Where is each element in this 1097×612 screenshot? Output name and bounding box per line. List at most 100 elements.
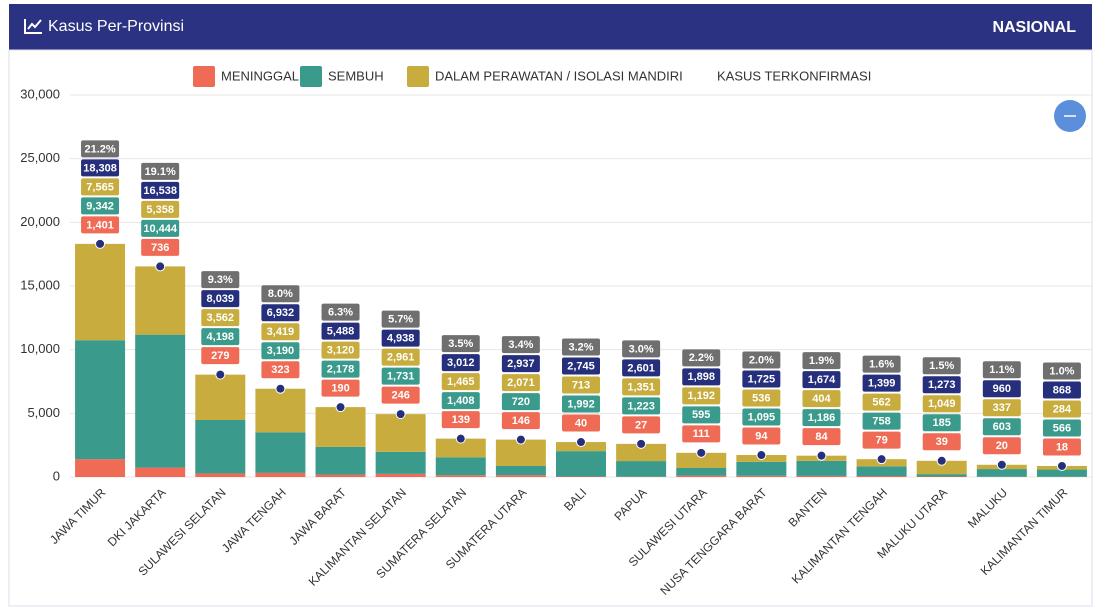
bar-segment [75, 340, 125, 459]
total-point [96, 239, 105, 248]
total-point [817, 451, 826, 460]
bar-segment [616, 461, 666, 477]
bar-segment [316, 447, 366, 475]
bar-segment [496, 475, 546, 477]
data-label: 111 [693, 428, 710, 440]
total-point [336, 403, 345, 412]
data-label: 3,190 [267, 345, 295, 357]
legend-swatch [300, 66, 322, 87]
data-label: 2,937 [507, 358, 535, 370]
data-label: 1.1% [989, 364, 1014, 376]
bar-segment [376, 452, 426, 474]
data-label: 2,178 [327, 364, 355, 376]
data-label: 4,938 [387, 333, 415, 345]
bar-segment [135, 266, 185, 334]
data-label: 603 [993, 421, 1011, 433]
data-label: 323 [271, 364, 289, 376]
data-label: 1,465 [447, 376, 475, 388]
data-label: 20 [996, 440, 1008, 452]
data-label: 3,012 [447, 357, 475, 369]
y-tick-label: 20,000 [20, 214, 60, 229]
data-label: 1,731 [387, 371, 415, 383]
bar-segment [796, 461, 846, 476]
data-label: 1,049 [928, 398, 956, 410]
bar-segment [195, 420, 245, 473]
data-label: 7,565 [86, 181, 114, 193]
scope-link[interactable]: NASIONAL [992, 19, 1076, 36]
bar-segment [556, 451, 606, 476]
total-point [456, 434, 465, 443]
data-label: 39 [936, 436, 948, 448]
data-label: 5.7% [388, 314, 413, 326]
data-label: 595 [692, 409, 710, 421]
total-point [637, 439, 646, 448]
data-label: 868 [1053, 384, 1071, 396]
bar-segment [75, 244, 125, 340]
collapse-button[interactable] [1054, 100, 1086, 132]
data-label: 8.0% [268, 288, 293, 300]
legend-label: MENINGGAL [221, 68, 299, 83]
data-label: 5,358 [146, 204, 174, 216]
data-label: 16,538 [143, 185, 177, 197]
bar-segment [857, 466, 907, 476]
data-label: 3.4% [508, 339, 533, 351]
total-point [516, 435, 525, 444]
bar-segment [316, 475, 366, 477]
y-tick-label: 0 [53, 468, 60, 483]
data-label: 1,401 [86, 219, 114, 231]
data-label: 2,071 [507, 377, 535, 389]
data-label: 1.5% [929, 360, 954, 372]
y-tick-label: 30,000 [20, 86, 60, 101]
data-label: 1,095 [748, 411, 776, 423]
data-label: 6.3% [328, 307, 353, 319]
bar-segment [496, 466, 546, 475]
data-label: 1,186 [808, 412, 836, 424]
total-point [577, 438, 586, 447]
total-point [757, 451, 766, 460]
data-label: 1,898 [687, 371, 715, 383]
total-point [997, 460, 1006, 469]
data-label: 337 [993, 402, 1011, 414]
data-label: 566 [1053, 422, 1071, 434]
data-label: 1,725 [748, 373, 776, 385]
total-point [276, 384, 285, 393]
data-label: 404 [812, 393, 831, 405]
data-label: 94 [755, 430, 768, 442]
legend-swatch [407, 66, 429, 87]
bar-segment [195, 473, 245, 477]
bar-segment [255, 389, 305, 433]
data-label: 6,932 [267, 307, 295, 319]
data-label: 1,223 [627, 400, 655, 412]
y-tick-label: 25,000 [20, 150, 60, 165]
data-label: 1,351 [627, 381, 655, 393]
data-label: 40 [575, 417, 587, 429]
bar-segment [376, 474, 426, 477]
legend-swatch [193, 66, 215, 87]
data-label: 758 [872, 416, 890, 428]
bar-segment [736, 476, 786, 477]
legend-label: DALAM PERAWATAN / ISOLASI MANDIRI [435, 68, 683, 83]
data-label: 18 [1056, 441, 1068, 453]
bar-segment [255, 432, 305, 473]
bar-segment [316, 407, 366, 447]
data-label: 960 [993, 383, 1011, 395]
data-label: 720 [512, 396, 530, 408]
total-point [877, 455, 886, 464]
total-point [1057, 461, 1066, 470]
legend-label: KASUS TERKONFIRMASI [717, 68, 871, 83]
bar-segment [736, 462, 786, 476]
data-label: 1,192 [687, 390, 715, 402]
bar-segment [255, 473, 305, 477]
total-point [697, 448, 706, 457]
data-label: 284 [1053, 403, 1072, 415]
total-point [396, 410, 405, 419]
bar-segment [75, 459, 125, 477]
data-label: 10,444 [143, 223, 178, 235]
data-label: 4,198 [207, 331, 235, 343]
bar-segment [195, 375, 245, 420]
data-label: 2.0% [749, 354, 774, 366]
data-label: 1.9% [809, 355, 834, 367]
bar-segment [796, 476, 846, 477]
data-label: 9.3% [208, 274, 233, 286]
